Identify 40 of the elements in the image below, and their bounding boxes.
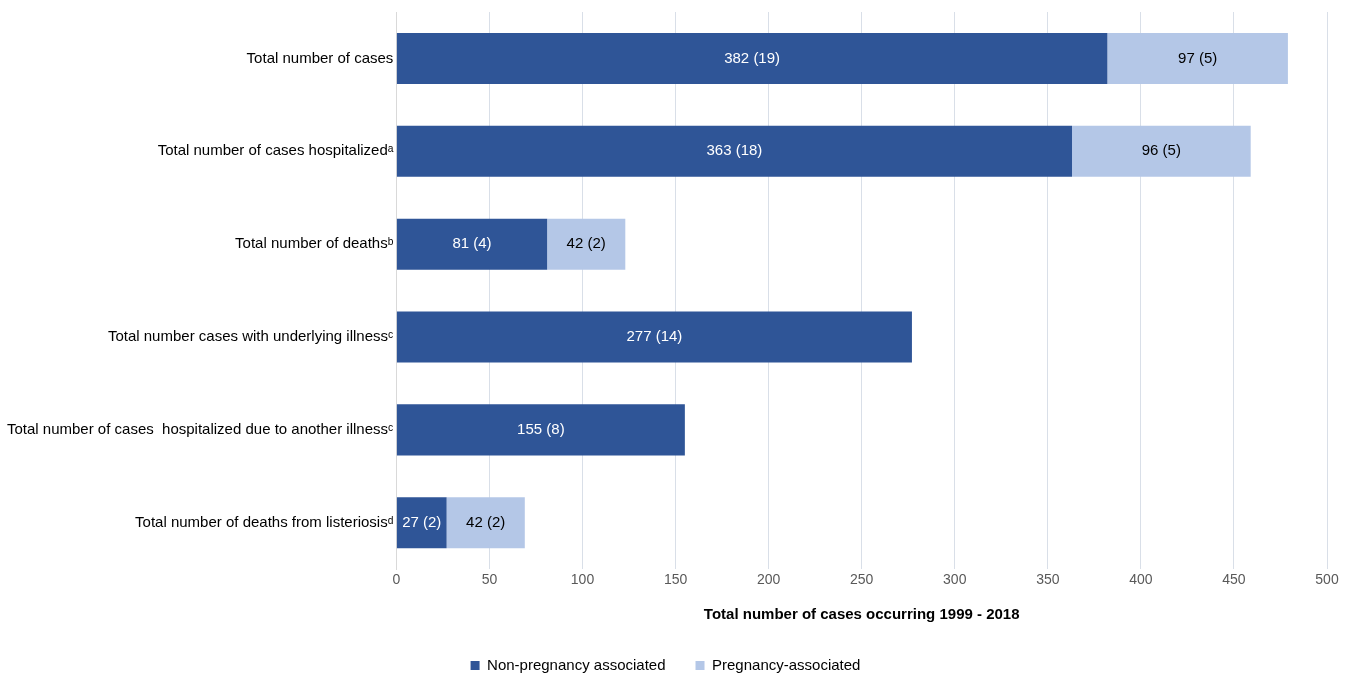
y-tick-label: Total number of cases: [246, 48, 394, 66]
y-tick-label: Total number cases with underlying illnessᶜ: [107, 327, 394, 345]
legend-label: Non-pregnancy associated: [487, 655, 666, 673]
x-tick-label: 350: [1036, 571, 1060, 588]
y-tick-label: Total number of deaths from listeriosisᵈ: [135, 512, 394, 530]
x-tick-label: 0: [392, 571, 401, 588]
data-label: 155 (8): [517, 420, 565, 438]
x-tick-label: 250: [850, 571, 874, 588]
bar: [396, 404, 685, 456]
bar: [547, 218, 626, 270]
data-label: 96 (5): [1141, 141, 1181, 159]
data-label: 42 (2): [566, 234, 606, 252]
legend-label: Pregnancy-associated: [712, 655, 861, 673]
data-label: 277 (14): [626, 327, 683, 345]
bar: [396, 497, 447, 549]
data-label: 27 (2): [402, 512, 442, 530]
bar: [396, 125, 1073, 177]
x-tick-label: 150: [663, 571, 688, 588]
y-tick-label: Total number of deathsᵇ: [235, 234, 394, 252]
x-tick-label: 400: [1129, 571, 1153, 588]
data-label: 81 (4): [452, 234, 492, 252]
data-label: 382 (19): [724, 48, 781, 66]
data-label: 42 (2): [466, 512, 506, 530]
data-label: 363 (18): [706, 141, 763, 159]
bar: [1107, 32, 1288, 84]
x-tick-label: 450: [1222, 571, 1246, 588]
data-label: 97 (5): [1178, 48, 1218, 66]
x-tick-label: 300: [943, 571, 967, 588]
bar: [1072, 125, 1251, 177]
bar: [396, 218, 548, 270]
x-tick-label: 100: [570, 571, 595, 588]
y-tick-label: Total number of cases hospitalized due to another illnessᶜ: [6, 420, 394, 438]
bar: [446, 497, 525, 549]
x-tick-label: 500: [1315, 571, 1339, 588]
x-tick-label: 200: [756, 571, 781, 588]
bar: [396, 32, 1108, 84]
x-tick-label: 50: [481, 571, 498, 588]
bar: [396, 311, 912, 363]
x-axis-title: Total number of cases occurring 1999 - 2018: [703, 605, 1020, 623]
y-tick-label: Total number of cases hospitalizedᵃ: [157, 141, 394, 159]
